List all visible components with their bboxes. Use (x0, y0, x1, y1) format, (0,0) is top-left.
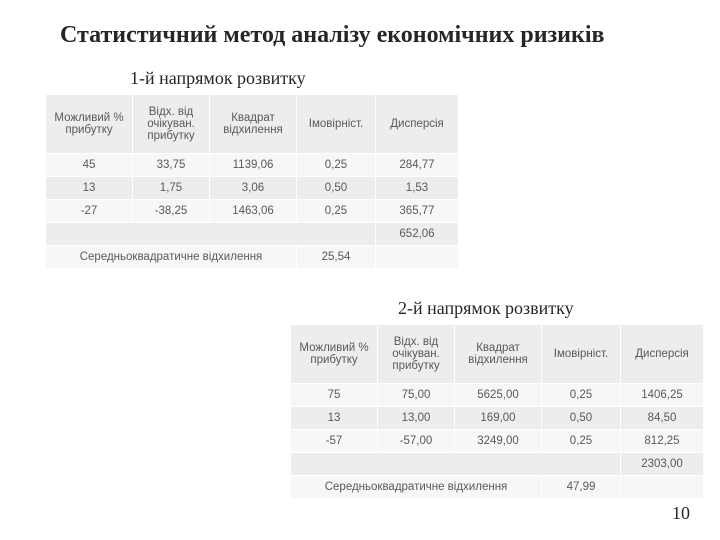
table-row: 13 13,00 169,00 0,50 84,50 (291, 407, 704, 430)
table-row: 13 1,75 3,06 0,50 1,53 (46, 177, 459, 200)
cell: 3249,00 (455, 430, 542, 453)
col-profit: Можливий % прибутку (46, 95, 133, 154)
stddev-row: Середньоквадратичне відхилення 47,99 (291, 476, 704, 499)
cell: 3,06 (210, 177, 297, 200)
cell-blank (291, 453, 621, 476)
cell: 0,50 (297, 177, 376, 200)
cell: 365,77 (376, 200, 459, 223)
table-1-wrap: Можливий % прибутку Відх. від очікуван. … (45, 94, 459, 269)
col-variance: Дисперсія (376, 95, 459, 154)
page-number: 10 (672, 503, 690, 524)
cell: -57 (291, 430, 378, 453)
cell: 0,50 (542, 407, 621, 430)
stddev-value: 47,99 (542, 476, 621, 499)
col-sqdev: Квадрат відхилення (210, 95, 297, 154)
cell: 84,50 (621, 407, 704, 430)
subtitle-2: 2-й напрямок розвитку (398, 298, 574, 319)
table-row: -27 -38,25 1463,06 0,25 365,77 (46, 200, 459, 223)
cell: 1406,25 (621, 384, 704, 407)
col-prob: Імовірніст. (542, 325, 621, 384)
cell: 33,75 (133, 154, 210, 177)
cell: 0,25 (542, 430, 621, 453)
cell: 75 (291, 384, 378, 407)
cell: 812,25 (621, 430, 704, 453)
cell: 1139,06 (210, 154, 297, 177)
cell: -57,00 (378, 430, 455, 453)
col-deviation: Відх. від очікуван. прибутку (133, 95, 210, 154)
stddev-label: Середньоквадратичне відхилення (46, 246, 297, 269)
cell: 0,25 (297, 200, 376, 223)
stddev-value: 25,54 (297, 246, 376, 269)
cell-sum: 2303,00 (621, 453, 704, 476)
cell: 1,75 (133, 177, 210, 200)
table-row: 75 75,00 5625,00 0,25 1406,25 (291, 384, 704, 407)
page-title: Статистичний метод аналізу економічних р… (60, 22, 680, 49)
sum-row: 2303,00 (291, 453, 704, 476)
cell-sum: 652,06 (376, 223, 459, 246)
col-profit: Можливий % прибутку (291, 325, 378, 384)
cell: 5625,00 (455, 384, 542, 407)
cell: 13,00 (378, 407, 455, 430)
cell: -27 (46, 200, 133, 223)
col-deviation: Відх. від очікуван. прибутку (378, 325, 455, 384)
col-sqdev: Квадрат відхилення (455, 325, 542, 384)
cell-blank (376, 246, 459, 269)
stddev-row: Середньоквадратичне відхилення 25,54 (46, 246, 459, 269)
subtitle-1: 1-й напрямок розвитку (130, 68, 306, 89)
cell: 75,00 (378, 384, 455, 407)
col-prob: Імовірніст. (297, 95, 376, 154)
cell: 1463,06 (210, 200, 297, 223)
table-row: 45 33,75 1139,06 0,25 284,77 (46, 154, 459, 177)
table-2-wrap: Можливий % прибутку Відх. від очікуван. … (290, 324, 704, 499)
col-variance: Дисперсія (621, 325, 704, 384)
table-header-row: Можливий % прибутку Відх. від очікуван. … (291, 325, 704, 384)
cell-blank (46, 223, 376, 246)
cell: -38,25 (133, 200, 210, 223)
cell: 1,53 (376, 177, 459, 200)
cell: 0,25 (297, 154, 376, 177)
sum-row: 652,06 (46, 223, 459, 246)
cell: 284,77 (376, 154, 459, 177)
table-2: Можливий % прибутку Відх. від очікуван. … (290, 324, 704, 499)
table-1: Можливий % прибутку Відх. від очікуван. … (45, 94, 459, 269)
table-header-row: Можливий % прибутку Відх. від очікуван. … (46, 95, 459, 154)
cell: 13 (46, 177, 133, 200)
cell: 169,00 (455, 407, 542, 430)
cell: 0,25 (542, 384, 621, 407)
table-row: -57 -57,00 3249,00 0,25 812,25 (291, 430, 704, 453)
cell: 13 (291, 407, 378, 430)
cell: 45 (46, 154, 133, 177)
cell-blank (621, 476, 704, 499)
stddev-label: Середньоквадратичне відхилення (291, 476, 542, 499)
